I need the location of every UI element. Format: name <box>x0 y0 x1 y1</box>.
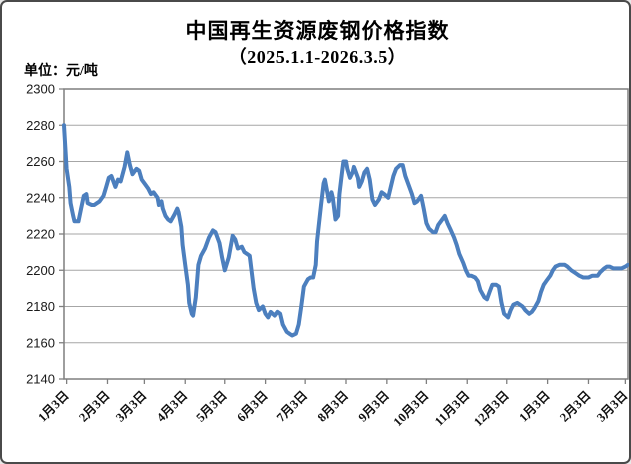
y-axis-unit-label: 单位：元/吨 <box>24 64 98 79</box>
x-tick-label: 3月3日 <box>594 388 630 424</box>
x-tick-label: 11月3日 <box>432 388 472 428</box>
y-tick-label: 2140 <box>26 372 55 387</box>
x-tick-label: 2月3日 <box>557 388 593 424</box>
x-tick-label: 10月3日 <box>391 388 432 429</box>
x-tick-label: 4月3日 <box>154 388 190 424</box>
x-tick-label: 2月3日 <box>76 388 112 424</box>
x-tick-label: 12月3日 <box>471 388 512 429</box>
chart-title: 中国再生资源废钢价格指数 <box>185 19 450 43</box>
x-tick-label: 7月3日 <box>274 388 310 424</box>
x-tick-label: 6月3日 <box>234 388 270 424</box>
y-tick-label: 2160 <box>26 335 55 350</box>
y-tick-label: 2220 <box>26 227 55 242</box>
y-tick-label: 2180 <box>26 299 55 314</box>
y-tick-label: 2300 <box>26 82 55 97</box>
x-tick-label: 8月3日 <box>315 388 351 424</box>
chart-subtitle: （2025.1.1-2026.3.5） <box>228 47 407 67</box>
y-tick-label: 2280 <box>26 118 55 133</box>
y-tick-label: 2200 <box>26 263 55 278</box>
x-tick-label: 1月3日 <box>35 388 71 424</box>
x-tick-label: 1月3日 <box>516 388 552 424</box>
y-tick-label: 2240 <box>26 190 55 205</box>
x-tick-label: 5月3日 <box>193 388 229 424</box>
y-tick-label: 2260 <box>26 154 55 169</box>
x-tick-label: 9月3日 <box>356 388 392 424</box>
x-tick-label: 3月3日 <box>113 388 149 424</box>
chart-header: 中国再生资源废钢价格指数 （2025.1.1-2026.3.5） <box>2 18 629 70</box>
price-index-line <box>62 123 629 338</box>
